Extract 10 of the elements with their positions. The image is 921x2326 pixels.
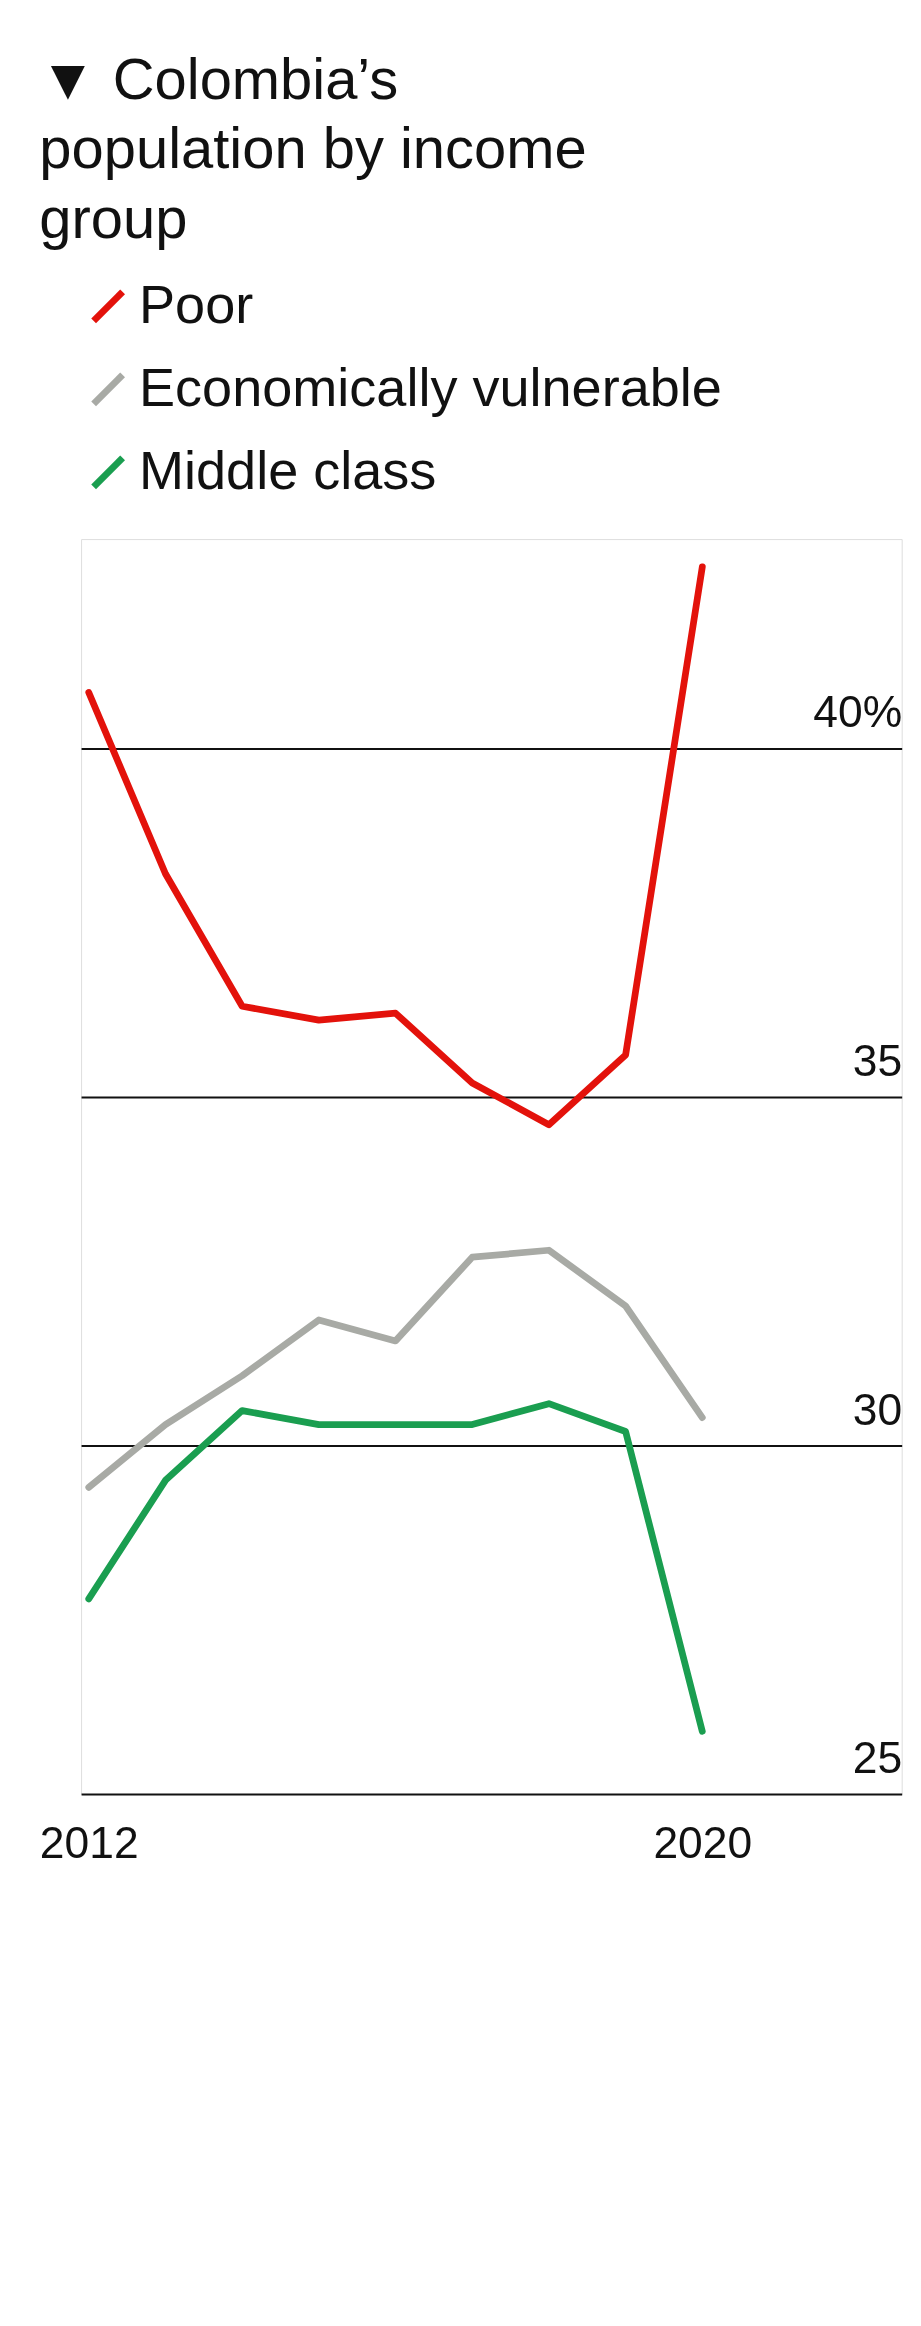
y-tick-label: 35	[852, 1036, 903, 1086]
y-tick-label: 25	[852, 1733, 903, 1783]
legend-label: Poor	[139, 273, 254, 334]
legend-label: Middle class	[139, 439, 437, 500]
x-tick-label: 2020	[653, 1818, 753, 1868]
y-tick-label: 30	[852, 1384, 903, 1434]
chart-title: ▼ Colombia’s population by income group	[39, 46, 587, 250]
legend-label: Economically vulnerable	[139, 356, 722, 417]
y-tick-label: 40%	[813, 687, 903, 737]
x-tick-label: 2012	[39, 1818, 139, 1868]
